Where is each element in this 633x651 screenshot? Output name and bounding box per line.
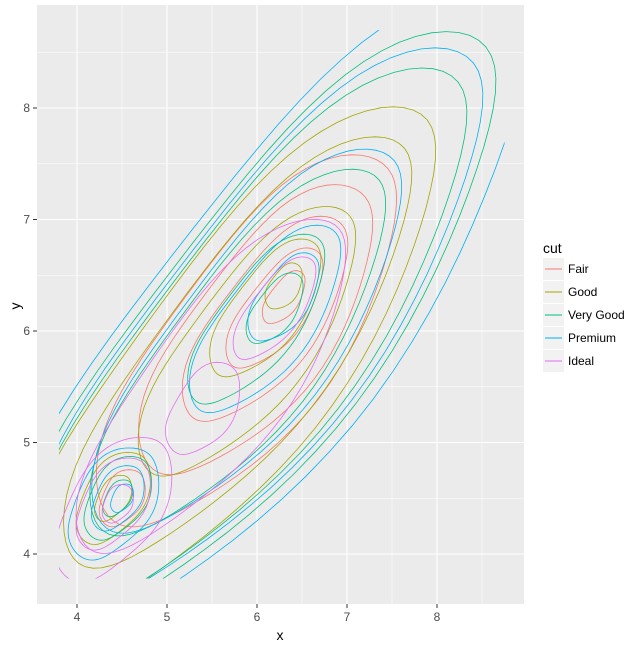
contour-very-good: [102, 479, 133, 518]
contour-very-good: [59, 31, 497, 579]
legend-title: cut: [543, 240, 562, 256]
contour-ideal: [59, 437, 173, 579]
contour-ideal: [232, 256, 317, 360]
y-tick-label: 8: [23, 101, 30, 115]
contour-very-good: [59, 67, 468, 579]
x-tick-label: 4: [74, 610, 81, 624]
y-tick-label: 7: [23, 213, 30, 227]
contour-premium: [247, 252, 320, 342]
contour-very-good: [89, 168, 386, 537]
y-axis-label: y: [7, 303, 23, 310]
contour-ideal: [75, 457, 151, 551]
contour-fair: [98, 469, 146, 528]
legend-label: Good: [568, 285, 597, 299]
contour-good: [59, 106, 437, 579]
x-tick-label: 5: [164, 610, 171, 624]
contour-good: [63, 136, 413, 569]
contour-premium: [67, 447, 160, 561]
contour-premium: [189, 224, 342, 414]
contour-ideal: [101, 484, 134, 524]
contour-very-good: [245, 272, 304, 344]
contour-ideal: [164, 361, 241, 455]
contour-premium: [110, 483, 134, 513]
contour-good: [137, 206, 357, 477]
contour-premium: [91, 465, 145, 532]
y-tick-label: 6: [23, 324, 30, 338]
contour-premium: [59, 47, 484, 579]
legend-label: Premium: [568, 331, 616, 345]
x-tick-label: 8: [434, 610, 441, 624]
y-tick-label: 5: [23, 436, 30, 450]
contour-fair: [181, 215, 349, 422]
x-tick-label: 6: [254, 610, 261, 624]
panel-background: [37, 5, 524, 604]
contour-premium: [59, 29, 505, 579]
legend-label: Ideal: [568, 354, 594, 368]
x-tick-label: 7: [344, 610, 351, 624]
contour-good: [94, 474, 133, 522]
contour-premium: [91, 148, 402, 534]
contour-ideal: [75, 218, 347, 554]
contour-fair: [138, 184, 374, 476]
contour-good: [264, 262, 303, 310]
legend-label: Fair: [568, 262, 589, 276]
contour-good: [75, 451, 151, 545]
x-axis-label: x: [277, 627, 284, 643]
contour-very-good: [187, 233, 326, 405]
contour-fair: [95, 154, 398, 528]
y-tick-label: 4: [23, 547, 30, 561]
legend-label: Very Good: [568, 308, 625, 322]
